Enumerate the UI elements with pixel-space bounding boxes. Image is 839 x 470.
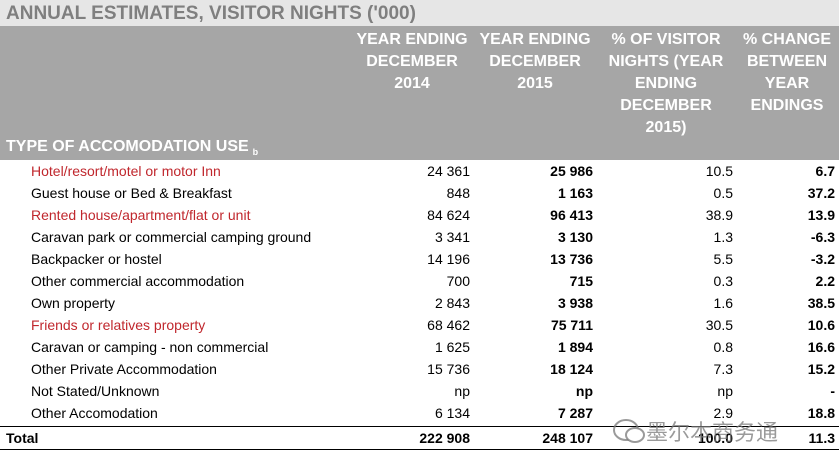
cell-value: 100.0 [697, 430, 733, 446]
total-rule [0, 449, 839, 450]
cell-value: 7.3 [713, 361, 733, 377]
column-header: % CHANGE BETWEEN YEAR ENDINGS [742, 31, 831, 114]
cell-value: 1 163 [557, 185, 593, 201]
cell-value: 18.8 [807, 405, 835, 421]
cell-value: 6 134 [434, 405, 470, 421]
cell-value: 700 [446, 273, 470, 289]
row-label: Own property [31, 295, 116, 311]
cell-value: 24 361 [427, 163, 470, 179]
cell-value: 222 908 [419, 430, 470, 446]
row-label: Rented house/apartment/flat or unit [31, 207, 251, 223]
cell-value: 84 624 [427, 207, 470, 223]
cell-value: 13.9 [807, 207, 835, 223]
watermark: 墨尔本商务通 [612, 413, 778, 449]
cell-value: -3.2 [810, 251, 835, 267]
row-label: Other Private Accommodation [31, 361, 217, 377]
table-title: ANNUAL ESTIMATES, VISITOR NIGHTS ('000) [0, 0, 839, 26]
cell-value: 15.2 [807, 361, 835, 377]
cell-value: 38.9 [705, 207, 733, 223]
cell-value: 13 736 [550, 251, 593, 267]
cell-value: 10.6 [807, 317, 835, 333]
cell-value: 25 986 [550, 163, 593, 179]
cell-value: 248 107 [542, 430, 593, 446]
cell-value: 3 341 [434, 229, 470, 245]
cell-value: 715 [569, 273, 593, 289]
cell-value: 5.5 [713, 251, 733, 267]
row-label: Guest house or Bed & Breakfast [31, 185, 232, 201]
cell-value: 96 413 [550, 207, 593, 223]
row-label: Hotel/resort/motel or motor Inn [31, 163, 221, 179]
cell-value: 0.8 [713, 339, 733, 355]
cell-value: 18 124 [550, 361, 593, 377]
header-band: TYPE OF ACCOMODATION USE b YEAR ENDING DE… [0, 26, 839, 160]
cell-value: 2.9 [713, 405, 733, 421]
cell-value: 16.6 [807, 339, 835, 355]
cell-value: 75 711 [550, 317, 593, 333]
watermark-icon [613, 419, 645, 443]
column-header: YEAR ENDING DECEMBER 2014 [356, 31, 468, 92]
cell-value: 7 287 [557, 405, 593, 421]
cell-value: 14 196 [427, 251, 470, 267]
cell-value: 848 [446, 185, 470, 201]
cell-value: 0.5 [713, 185, 733, 201]
cell-value: 30.5 [705, 317, 733, 333]
row-label: Other Accomodation [31, 405, 158, 421]
cell-value: 10.5 [705, 163, 733, 179]
cell-value: -6.3 [810, 229, 835, 245]
cell-value: 38.5 [807, 295, 835, 311]
row-label: Total [6, 430, 39, 446]
cell-value: 0.3 [713, 273, 733, 289]
cell-value: 3 938 [557, 295, 593, 311]
footnote-marker: b [252, 147, 259, 158]
cell-value: np [575, 383, 593, 399]
cell-value: 1 894 [557, 339, 593, 355]
cell-value: 15 736 [427, 361, 470, 377]
cell-value: 6.7 [815, 163, 835, 179]
cell-value: 1 625 [434, 339, 470, 355]
cell-value: 11.3 [808, 430, 835, 446]
cell-value: - [830, 383, 835, 399]
row-label: Not Stated/Unknown [31, 383, 160, 399]
row-label: Backpacker or hostel [31, 251, 162, 267]
row-header-text: TYPE OF ACCOMODATION USE [6, 138, 249, 155]
column-header: YEAR ENDING DECEMBER 2015 [479, 31, 591, 92]
cell-value: 3 130 [557, 229, 593, 245]
row-label: Other commercial accommodation [31, 273, 245, 289]
cell-value: 2.2 [815, 273, 835, 289]
cell-value: 68 462 [427, 317, 470, 333]
watermark-text: 墨尔本商务通 [646, 420, 779, 445]
cell-value: np [454, 383, 470, 399]
cell-value: 2 843 [434, 295, 470, 311]
total-rule [0, 426, 839, 427]
cell-value: 1.3 [713, 229, 733, 245]
cell-value: np [717, 383, 733, 399]
row-label: Friends or relatives property [31, 317, 206, 333]
row-header: TYPE OF ACCOMODATION USE b [6, 138, 258, 157]
column-header: % OF VISITOR NIGHTS (YEAR ENDING DECEMBE… [608, 31, 724, 136]
cell-value: 1.6 [713, 295, 733, 311]
cell-value: 37.2 [807, 185, 835, 201]
row-label: Caravan or camping - non commercial [31, 339, 269, 355]
row-label: Caravan park or commercial camping groun… [31, 229, 312, 245]
